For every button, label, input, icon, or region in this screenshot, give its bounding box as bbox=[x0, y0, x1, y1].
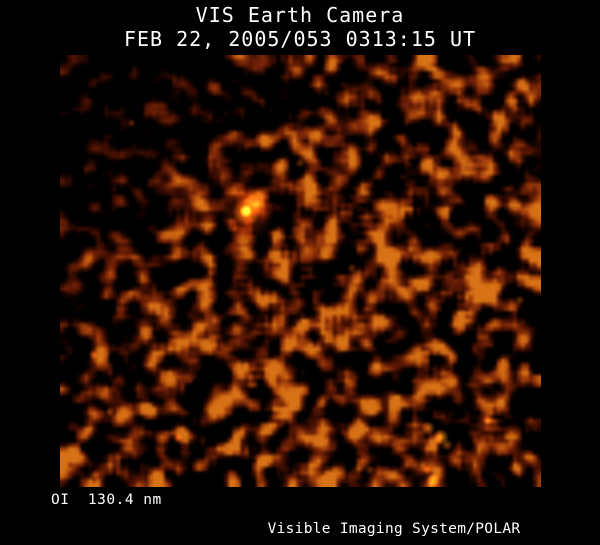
credit-line-1: Visible Imaging System/POLAR bbox=[267, 521, 521, 537]
filter-wavelength-label: OI 130.4 nm bbox=[51, 492, 162, 508]
credit-block: Visible Imaging System/POLAR The Univers… bbox=[248, 492, 540, 545]
earth-camera-image bbox=[60, 55, 541, 487]
image-title: VIS Earth Camera bbox=[195, 3, 405, 27]
image-timestamp: FEB 22, 2005/053 0313:15 UT bbox=[123, 27, 477, 51]
